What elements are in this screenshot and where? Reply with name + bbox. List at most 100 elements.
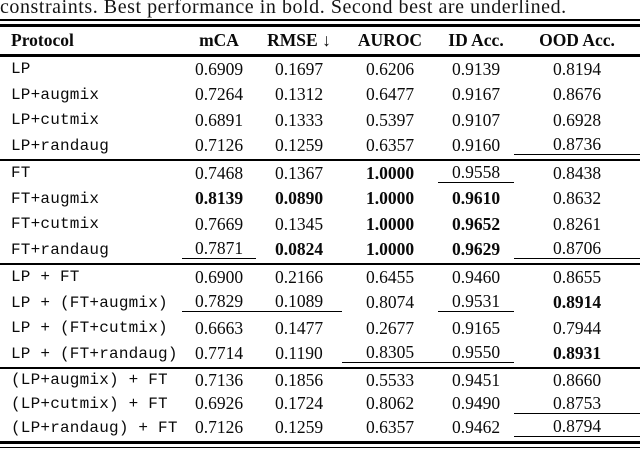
metric-value: 0.8062 — [365, 393, 415, 414]
metric-cell: 0.5533 — [342, 371, 438, 390]
table-row: FT+cutmix 0.7669 0.1345 1.0000 0.9652 0.8261 — [0, 212, 640, 238]
header-rule — [0, 54, 640, 57]
column-header-id-acc: ID Acc. — [448, 29, 504, 50]
metric-cell: 0.6909 — [182, 58, 256, 79]
metric-cell: 0.1259 — [256, 419, 342, 437]
metric-cell: 0.7944 — [514, 319, 640, 338]
metric-value: 0.1724 — [274, 393, 324, 414]
top-rule-thin — [0, 19, 640, 21]
metric-value: 0.7126 — [194, 417, 244, 438]
metric-value: 0.9629 — [451, 239, 501, 259]
column-header-ood-acc: OOD Acc. — [539, 29, 615, 50]
metric-cell: 0.6357 — [342, 135, 438, 155]
metric-value: 0.9160 — [451, 135, 501, 155]
metric-value: 0.7468 — [194, 162, 244, 183]
metric-value: 0.6206 — [365, 58, 415, 79]
metric-cell: 0.6926 — [182, 395, 256, 413]
metric-value: 0.6900 — [194, 266, 244, 287]
metric-value: 0.7714 — [194, 343, 244, 363]
metric-value: 0.7871 — [182, 240, 256, 260]
metric-value: 0.8074 — [365, 292, 415, 312]
metric-cell: 0.9451 — [438, 371, 514, 390]
protocol-block: LP 0.6909 0.1697 0.6206 0.9139 0.8194 LP+augmi… — [0, 57, 640, 159]
metric-value: 0.6909 — [194, 58, 244, 79]
metric-value: 1.0000 — [365, 188, 415, 208]
metric-value: 0.1312 — [274, 84, 324, 104]
metric-cell: 0.8914 — [514, 292, 640, 312]
metric-value: 0.8305 — [342, 344, 438, 364]
table-row: FT 0.7468 0.1367 1.0000 0.9558 0.8438 — [0, 161, 640, 187]
column-header-mca: mCA — [199, 29, 239, 50]
metric-cell: 0.8194 — [514, 60, 640, 79]
table-row: (LP+randaug) + FT 0.7126 0.1259 0.6357 0.946… — [0, 416, 640, 440]
metric-value: 0.6477 — [365, 84, 415, 104]
metric-value: 0.8139 — [194, 188, 244, 208]
table-row: LP + FT 0.6900 0.2166 0.6455 0.9460 0.8655 — [0, 265, 640, 291]
metric-cell: 0.8676 — [514, 85, 640, 104]
metric-value: 1.0000 — [365, 162, 415, 183]
metric-cell: 0.7871 — [182, 240, 256, 260]
metric-cell: 0.5397 — [342, 111, 438, 130]
metric-value: 0.0890 — [274, 188, 324, 208]
metric-cell: 0.9160 — [438, 135, 514, 155]
metric-value: 0.6357 — [365, 135, 415, 155]
metric-cell: 0.6206 — [342, 58, 438, 79]
metric-cell: 0.8438 — [514, 164, 640, 183]
metric-value: 0.8914 — [552, 292, 602, 312]
metric-value: 0.6357 — [365, 417, 415, 438]
metric-cell: 0.6928 — [514, 109, 640, 130]
metric-cell: 0.2166 — [256, 266, 342, 287]
table-header-row: Protocol mCA RMSE ↓ AUROC ID Acc. OOD Acc. — [0, 27, 640, 55]
metric-value: 0.8655 — [552, 266, 602, 287]
metric-cell: 0.7126 — [182, 136, 256, 155]
top-rule-thick — [0, 23, 640, 27]
table-row: FT+augmix 0.8139 0.0890 1.0000 0.9610 0.8632 — [0, 186, 640, 212]
metric-cell: 0.8632 — [514, 189, 640, 208]
metric-value: 0.6891 — [194, 109, 244, 130]
metric-value: 0.9610 — [451, 188, 501, 208]
metric-value: 0.9462 — [451, 417, 501, 438]
metric-value: 0.1367 — [274, 162, 324, 183]
metric-cell: 0.7669 — [182, 215, 256, 234]
metric-value: 0.6926 — [194, 393, 244, 414]
metric-value: 0.6663 — [194, 317, 244, 338]
metric-cell: 0.7468 — [182, 162, 256, 183]
bottom-rule-thin — [0, 446, 640, 449]
metric-cell: 0.8706 — [514, 240, 640, 260]
metric-value: 0.2166 — [274, 266, 324, 287]
metric-value: 0.0824 — [274, 239, 324, 259]
metric-cell: 0.8931 — [514, 344, 640, 363]
block-separator-rule — [0, 158, 640, 161]
metric-cell: 1.0000 — [342, 240, 438, 259]
metric-cell: 0.9531 — [438, 293, 514, 313]
block-separator-rule — [0, 262, 640, 265]
metric-value: 0.9107 — [451, 109, 501, 130]
metric-value: 0.9490 — [451, 393, 501, 414]
column-header-auroc: AUROC — [357, 29, 423, 50]
metric-value: 0.9558 — [438, 163, 514, 183]
protocol-label: LP+cutmix — [11, 111, 100, 130]
metric-cell: 0.7264 — [182, 85, 256, 104]
metric-value: 0.6928 — [552, 109, 602, 130]
metric-cell: 0.6900 — [182, 266, 256, 287]
protocol-label: LP + (FT+randaug) — [11, 344, 178, 363]
protocol-label: LP+randaug — [11, 136, 110, 155]
bottom-rule-thick — [0, 440, 640, 444]
metric-cell: 0.0824 — [256, 239, 342, 259]
protocol-label: FT+cutmix — [11, 215, 100, 234]
metric-value: 0.6455 — [365, 266, 415, 287]
metric-value: 0.9167 — [451, 84, 501, 104]
metric-cell: 0.7829 — [182, 293, 256, 313]
protocol-label: LP — [11, 60, 31, 79]
metric-value: 0.9165 — [451, 317, 501, 338]
metric-value: 0.9652 — [451, 213, 501, 234]
protocol-block: LP + FT 0.6900 0.2166 0.6455 0.9460 0.8655 LP … — [0, 265, 640, 367]
table-row: LP + (FT+cutmix) 0.6663 0.1477 0.2677 0.9165… — [0, 316, 640, 342]
metric-value: 0.8753 — [514, 394, 640, 414]
metric-cell: 0.9165 — [438, 317, 514, 338]
metric-cell: 0.8794 — [514, 418, 640, 438]
table-row: LP + (FT+augmix) 0.7829 0.1089 0.8074 0.9531… — [0, 290, 640, 316]
metric-cell: 0.9629 — [438, 239, 514, 259]
table-row: LP+randaug 0.7126 0.1259 0.6357 0.9160 0.8736 — [0, 133, 640, 159]
